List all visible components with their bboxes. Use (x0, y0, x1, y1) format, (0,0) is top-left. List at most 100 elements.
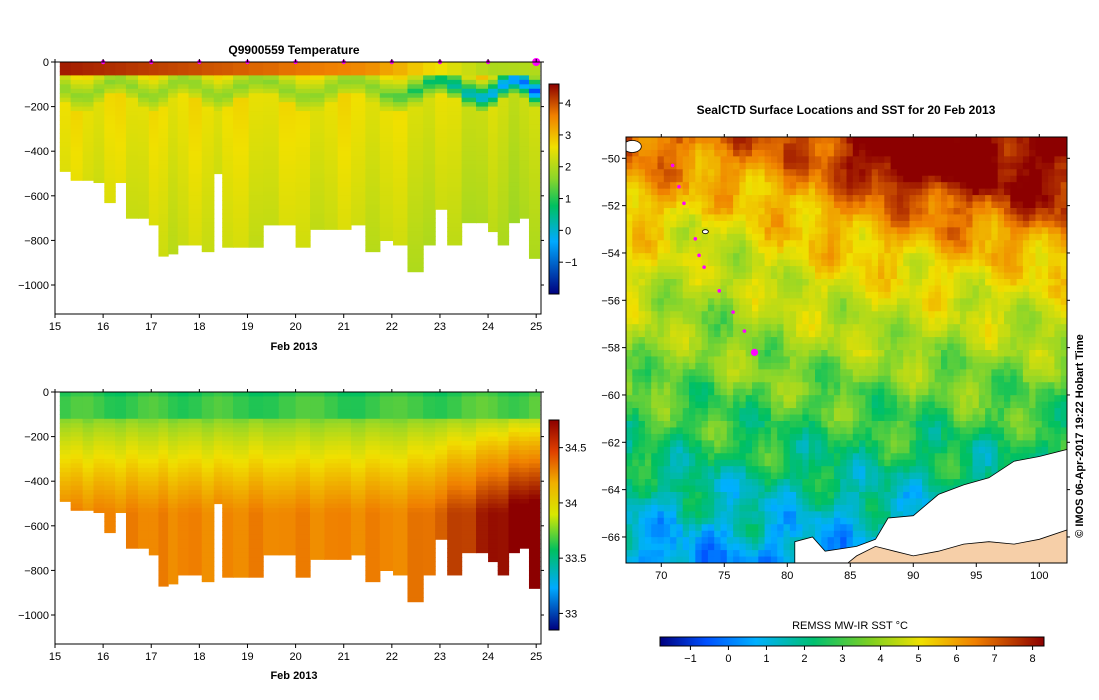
salinity-cell (168, 463, 179, 469)
temperature-cell (201, 173, 215, 179)
temperature-cell (188, 119, 203, 126)
sst-cell (714, 195, 722, 203)
sst-cell (896, 162, 904, 170)
sst-cell (934, 175, 942, 183)
temperature-cell (82, 88, 95, 94)
temperature-cell (476, 142, 489, 148)
sst-cell (764, 201, 772, 209)
sst-cell (632, 291, 640, 299)
salinity-cell (148, 503, 160, 509)
sst-cell (997, 285, 1005, 293)
salinity-cell (435, 499, 448, 505)
sst-cell (739, 169, 747, 177)
temperature-cell (138, 182, 150, 188)
temperature-cell (158, 160, 169, 166)
sst-cell (644, 246, 652, 254)
temperature-cell (337, 79, 352, 85)
salinity-cell (104, 463, 116, 469)
salinity-cell (508, 427, 520, 433)
salinity-cell (497, 423, 510, 429)
salinity-cell (365, 441, 381, 447)
sst-cell (707, 298, 715, 306)
temperature-cell (177, 209, 190, 215)
salinity-cell (324, 499, 339, 505)
salinity-cell (519, 405, 530, 411)
sst-map-panel: SealCTD Surface Locations and SST for 20… (601, 103, 1086, 665)
salinity-cell (168, 543, 179, 549)
temperature-cell (168, 209, 179, 215)
sst-cell (852, 201, 860, 209)
salinity-cell (93, 507, 105, 514)
salinity-cell (310, 490, 326, 496)
salinity-cell (263, 512, 280, 518)
sst-cell (959, 285, 967, 293)
sst-cell (947, 201, 955, 209)
temperature-cell (168, 102, 179, 108)
temperature-cell (407, 182, 424, 188)
sst-cell (701, 208, 709, 216)
temperature-cell (233, 75, 250, 81)
salinity-cell (461, 418, 477, 424)
sst-cell (953, 137, 961, 145)
sst-cell (909, 304, 917, 312)
temperature-cell (461, 164, 477, 170)
temperature-cell (295, 75, 311, 81)
sst-cell (852, 214, 860, 222)
sst-cell (689, 182, 696, 190)
temperature-cell (350, 115, 366, 121)
sst-cell (959, 182, 967, 190)
salinity-cell (295, 494, 311, 500)
sst-cell (758, 253, 766, 261)
temperature-cell (310, 155, 326, 161)
salinity-cell (497, 481, 510, 487)
salinity-cell (393, 436, 409, 442)
sst-cell (859, 169, 866, 177)
sst-cell (978, 285, 986, 293)
sst-cell (815, 137, 822, 145)
sst-cell (644, 311, 652, 319)
salinity-cell (476, 490, 489, 496)
temperature-cell (295, 151, 311, 157)
sst-cell (1048, 304, 1055, 312)
sst-cell (726, 201, 734, 209)
temperature-cell (222, 62, 234, 68)
salinity-cell (248, 481, 264, 487)
sst-cell (1060, 266, 1067, 274)
sst-cell (745, 259, 753, 267)
sst-cell (941, 246, 948, 254)
sst-cell (985, 201, 992, 209)
sst-cell (726, 175, 734, 183)
temperature-cell (528, 173, 541, 179)
sst-cell (890, 188, 898, 196)
temperature-cell (158, 182, 169, 188)
temperature-cell (125, 70, 139, 76)
temperature-cell (115, 75, 127, 81)
salinity-cell (278, 499, 297, 505)
salinity-cell (337, 521, 352, 527)
salinity-cell (125, 494, 139, 500)
salinity-cell (222, 392, 234, 398)
sst-cell (1054, 201, 1062, 209)
sst-cell (859, 279, 866, 287)
sst-cell (752, 137, 759, 145)
sst-cell (689, 169, 696, 177)
salinity-cell (158, 521, 169, 527)
sst-cell (928, 279, 936, 287)
sst-cell (789, 291, 797, 299)
sst-cell (808, 259, 816, 267)
salinity-cell (263, 490, 280, 496)
temperature-cell (213, 102, 223, 108)
sst-cell (758, 214, 766, 222)
temperature-cell (350, 102, 366, 108)
temperature-cell (70, 70, 84, 76)
temperature-cell (148, 128, 160, 134)
salinity-cell (213, 427, 223, 433)
salinity-cell (248, 530, 264, 536)
sst-cell (676, 240, 684, 248)
salinity-cell (497, 499, 510, 505)
sst-cell (991, 298, 999, 306)
temperature-cell (393, 222, 409, 228)
salinity-cell (70, 418, 84, 424)
sst-cell (896, 298, 904, 306)
temperature-cell (447, 218, 463, 224)
